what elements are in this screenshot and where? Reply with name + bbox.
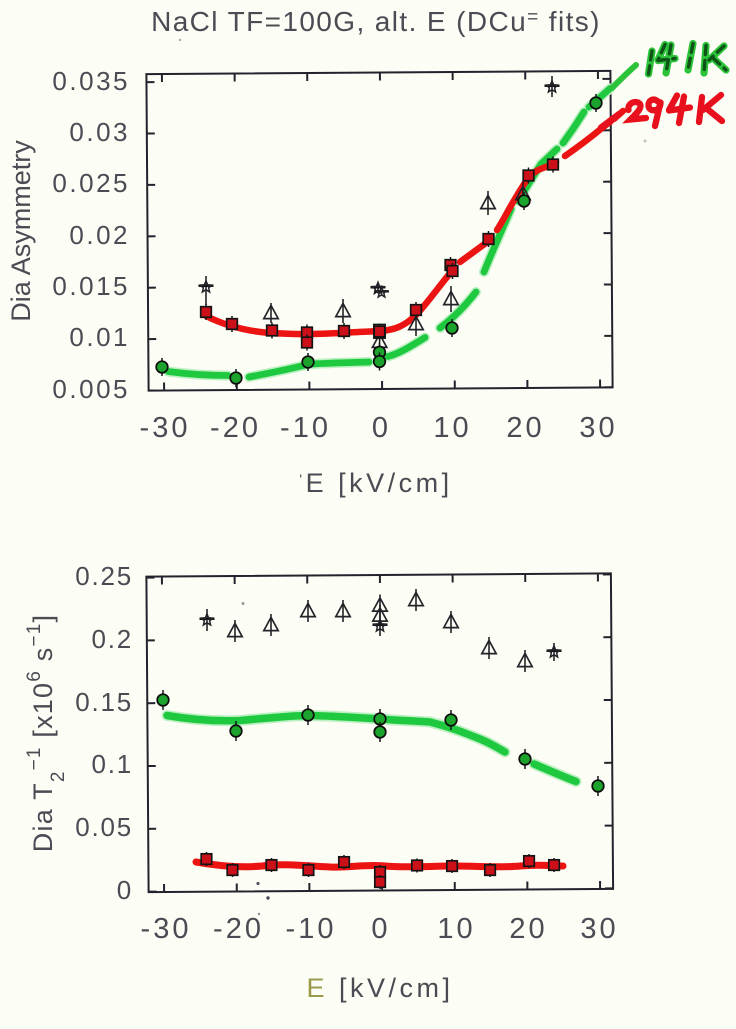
svg-text:0.02: 0.02: [69, 220, 130, 250]
svg-text:0.03: 0.03: [69, 117, 130, 147]
svg-text:0.15: 0.15: [75, 687, 133, 717]
svg-text:0.015: 0.015: [52, 271, 130, 301]
svg-text:'E [kV/cm]: 'E [kV/cm]: [299, 468, 452, 498]
svg-text:0: 0: [372, 412, 391, 444]
svg-text:20: 20: [506, 412, 544, 444]
svg-text:0.01: 0.01: [69, 322, 130, 352]
svg-text:10: 10: [433, 412, 471, 444]
svg-text:-20: -20: [210, 412, 261, 444]
svg-text:20: 20: [509, 913, 547, 945]
svg-text:0: 0: [371, 913, 390, 945]
svg-text:-30: -30: [140, 412, 191, 444]
svg-text:0.2: 0.2: [91, 624, 133, 654]
svg-text:30: 30: [579, 412, 617, 444]
svg-text:-10: -10: [280, 412, 331, 444]
svg-text:-30: -30: [141, 913, 192, 945]
svg-text:0.035: 0.035: [52, 66, 130, 96]
svg-text:Dia Asymmetry: Dia Asymmetry: [6, 140, 36, 322]
svg-text:0.1: 0.1: [91, 749, 133, 779]
svg-text:0.25: 0.25: [75, 561, 133, 591]
svg-text:0: 0: [117, 875, 133, 905]
svg-text:-20: -20: [213, 913, 264, 945]
svg-text:0.025: 0.025: [52, 168, 130, 198]
svg-text:10: 10: [437, 913, 475, 945]
svg-text:E [kV/cm]: E [kV/cm]: [306, 973, 453, 1003]
svg-text:0.05: 0.05: [75, 812, 133, 842]
svg-text:0.005: 0.005: [52, 374, 130, 404]
svg-text:-10: -10: [286, 913, 337, 945]
svg-text:30: 30: [580, 913, 618, 945]
